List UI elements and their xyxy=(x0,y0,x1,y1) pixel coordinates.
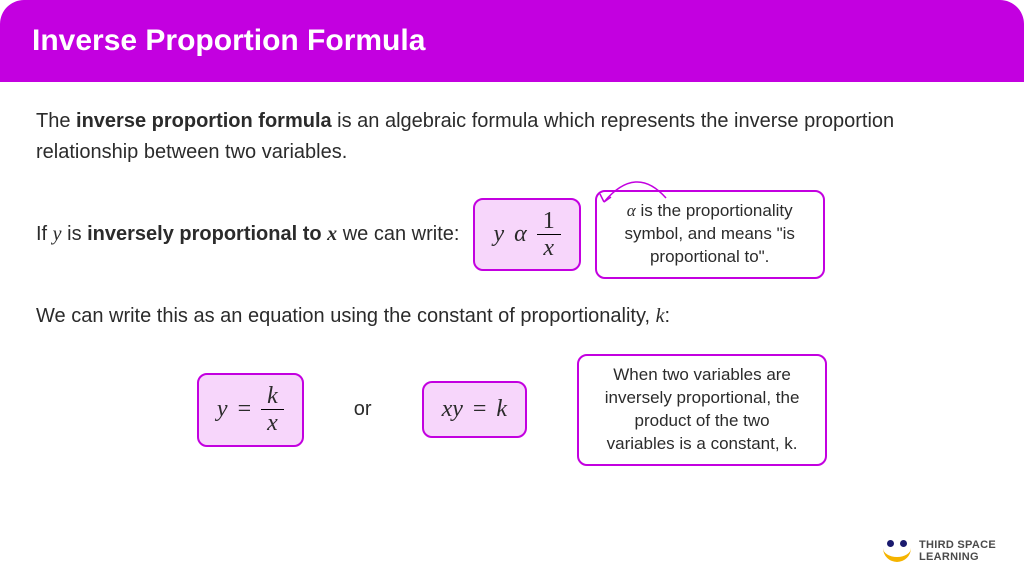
p2-text: If y is inversely proportional to x we c… xyxy=(36,219,459,250)
equals: = xyxy=(238,391,252,428)
var-y: y xyxy=(217,391,228,428)
text: inversely proportional to xyxy=(87,223,327,245)
text: : xyxy=(665,305,671,327)
annotation-product: When two variables are inversely proport… xyxy=(577,354,827,466)
text: THIRD SPACE xyxy=(919,539,996,551)
fraction: 1 x xyxy=(537,208,561,262)
card: Inverse Proportion Formula The inverse p… xyxy=(0,0,1024,581)
text: When two variables are xyxy=(613,365,791,384)
var-y: y xyxy=(53,223,62,245)
equals: = xyxy=(473,391,487,428)
var-k: k xyxy=(496,391,507,428)
text: product of the two xyxy=(635,411,770,430)
numerator: 1 xyxy=(537,208,561,235)
var-alpha: α xyxy=(627,201,636,220)
text-bold: inverse proportion formula xyxy=(76,110,332,132)
denominator: x xyxy=(261,410,284,436)
text: We can write this as an equation using t… xyxy=(36,305,656,327)
formula-box-ykx: y = k x xyxy=(197,373,304,447)
annotation-alpha: α is the proportionality symbol, and mea… xyxy=(595,190,825,279)
text: LEARNING xyxy=(919,551,996,563)
logo-icon xyxy=(883,540,911,562)
var-xy: xy xyxy=(442,391,463,428)
or-text: or xyxy=(354,394,372,425)
var-x: x xyxy=(327,223,337,245)
var-k: k xyxy=(656,305,665,327)
fraction: k x xyxy=(261,383,284,437)
text: proportional to". xyxy=(650,247,769,266)
alpha-symbol: α xyxy=(514,216,527,253)
text: The xyxy=(36,110,76,132)
header: Inverse Proportion Formula xyxy=(0,0,1024,82)
text: variables is a constant, k. xyxy=(607,434,798,453)
content: The inverse proportion formula is an alg… xyxy=(0,82,1024,490)
brand-logo: THIRD SPACE LEARNING xyxy=(883,539,996,563)
formula-box-proportion: y α 1 x xyxy=(473,198,580,272)
proportional-row: If y is inversely proportional to x we c… xyxy=(36,190,988,279)
text: inversely proportional, the xyxy=(605,388,800,407)
text: If xyxy=(36,223,53,245)
page-title: Inverse Proportion Formula xyxy=(32,24,425,57)
formula-box-xyk: xy = k xyxy=(422,381,528,438)
logo-text: THIRD SPACE LEARNING xyxy=(919,539,996,563)
numerator: k xyxy=(261,383,284,410)
equation-row: y = k x or xy = k When two variables are… xyxy=(36,354,988,466)
text: is xyxy=(62,223,88,245)
text: symbol, and means "is xyxy=(624,224,794,243)
text: we can write: xyxy=(337,223,459,245)
intro-paragraph: The inverse proportion formula is an alg… xyxy=(36,106,988,168)
text: is the proportionality xyxy=(636,201,793,220)
denominator: x xyxy=(537,235,560,261)
var-y: y xyxy=(493,216,504,253)
equation-intro: We can write this as an equation using t… xyxy=(36,301,988,332)
text-bold: inversely proportional to x xyxy=(87,223,337,245)
